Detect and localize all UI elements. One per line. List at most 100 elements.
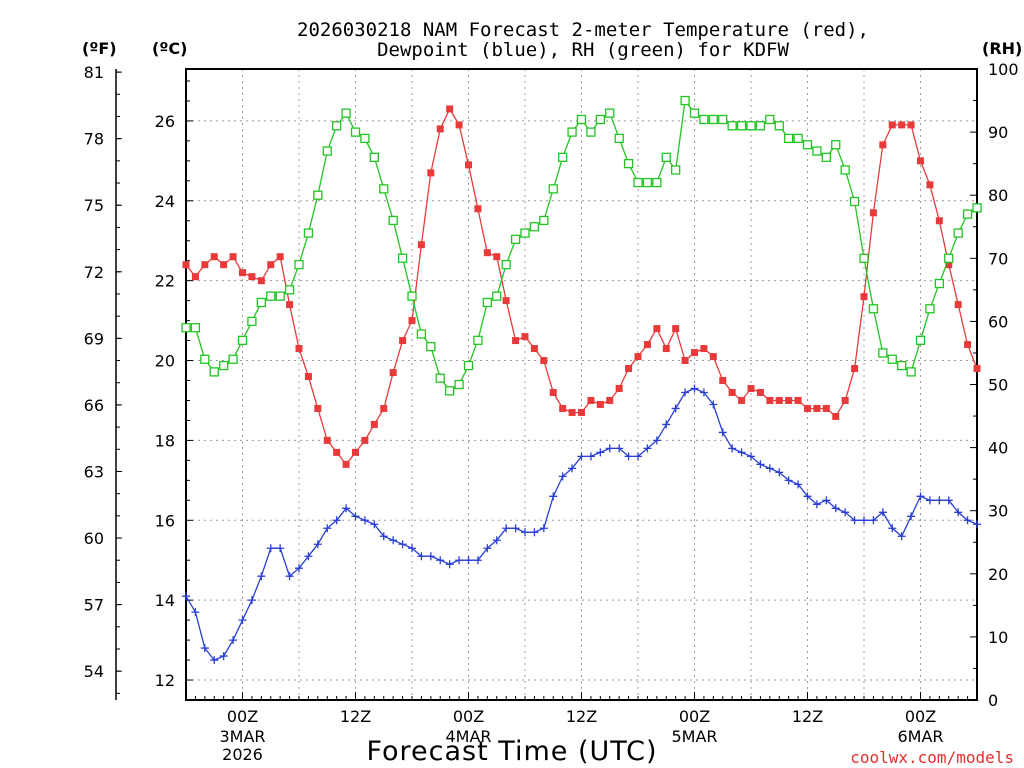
tick-label-rh: 80 <box>988 186 1008 205</box>
data-point <box>275 291 285 301</box>
data-point <box>295 345 303 353</box>
tick-label-c: 18 <box>155 431 175 450</box>
data-point <box>445 560 454 569</box>
data-point <box>455 121 463 129</box>
data-point <box>652 177 662 188</box>
data-point <box>972 203 982 213</box>
tick-label-c: 16 <box>155 511 175 530</box>
data-point <box>728 444 737 453</box>
data-point <box>803 492 812 501</box>
data-point <box>398 540 407 549</box>
data-point <box>945 261 953 269</box>
data-point <box>209 367 219 377</box>
data-point <box>577 452 586 461</box>
series-line <box>186 98 978 392</box>
data-point <box>303 228 314 238</box>
data-point <box>369 152 379 162</box>
data-point <box>237 335 248 345</box>
axes: 12 14 16 18 20 22 24 26 54 57 60 63 66 69 72 75 78 81 0 10 2… <box>84 60 1019 764</box>
data-point <box>512 337 520 345</box>
data-point <box>878 348 888 358</box>
data-point <box>708 114 718 125</box>
data-point <box>285 572 294 581</box>
data-point <box>314 404 322 412</box>
data-point <box>417 552 426 561</box>
data-point <box>935 496 944 505</box>
data-point <box>559 404 567 412</box>
tick-label-f: 78 <box>84 130 104 149</box>
unit-celsius: (ºC) <box>152 39 187 58</box>
tick-label-rh: 50 <box>988 376 1008 395</box>
data-point <box>672 325 680 333</box>
data-point <box>915 335 926 345</box>
data-point <box>426 341 436 352</box>
data-point <box>596 400 604 408</box>
data-point <box>888 121 896 129</box>
data-point <box>219 360 229 371</box>
data-point <box>427 169 435 177</box>
data-point <box>662 345 670 353</box>
data-point <box>220 261 228 269</box>
data-point <box>191 273 199 281</box>
data-point <box>182 592 190 601</box>
tick-label-rh: 40 <box>988 439 1008 458</box>
tick-label-f: 69 <box>84 329 104 348</box>
data-point <box>634 452 642 461</box>
data-point <box>728 388 736 396</box>
data-point <box>567 127 577 137</box>
data-point <box>464 556 473 565</box>
data-point <box>181 323 191 333</box>
data-point <box>681 357 689 365</box>
data-point <box>578 408 585 416</box>
grid-lines <box>186 69 977 700</box>
data-point <box>841 508 850 517</box>
data-point <box>492 536 501 545</box>
data-point <box>794 480 803 489</box>
data-point <box>643 444 652 453</box>
data-point <box>229 636 238 645</box>
data-point <box>661 152 671 162</box>
data-point <box>502 524 511 533</box>
data-point <box>370 520 379 529</box>
tick-label-rh: 30 <box>988 502 1008 521</box>
data-point <box>642 177 653 188</box>
data-point <box>333 448 341 456</box>
data-point <box>304 373 312 381</box>
data-point <box>925 496 934 505</box>
data-point <box>576 114 587 125</box>
data-point <box>813 404 821 412</box>
data-point <box>953 228 963 238</box>
data-point <box>765 114 775 125</box>
data-point <box>737 448 746 457</box>
data-point <box>257 572 266 581</box>
data-point <box>295 564 303 573</box>
data-point <box>248 273 256 281</box>
data-point <box>463 360 474 371</box>
tick-label-rh: 100 <box>988 60 1019 79</box>
data-point <box>643 341 651 349</box>
tick-label-x: 12Z <box>792 707 823 726</box>
data-point <box>539 524 548 533</box>
data-point <box>511 524 520 533</box>
data-point <box>804 404 811 412</box>
tick-label-f: 66 <box>84 396 104 415</box>
data-point <box>473 556 482 565</box>
data-point <box>256 297 266 308</box>
data-point <box>634 353 642 361</box>
data-point <box>399 337 407 345</box>
data-point <box>190 323 201 333</box>
data-point <box>436 125 444 133</box>
data-point <box>633 177 643 188</box>
tick-label-c: 14 <box>155 591 175 610</box>
data-point <box>548 184 558 194</box>
data-point <box>483 249 491 257</box>
data-point <box>755 121 766 131</box>
data-point <box>925 304 935 314</box>
tick-label-rh: 90 <box>988 123 1008 142</box>
data-point <box>765 464 774 473</box>
tick-label-f: 54 <box>84 662 104 681</box>
data-point <box>313 540 322 549</box>
tick-label-x: 12Z <box>566 707 597 726</box>
data-point <box>239 269 246 277</box>
